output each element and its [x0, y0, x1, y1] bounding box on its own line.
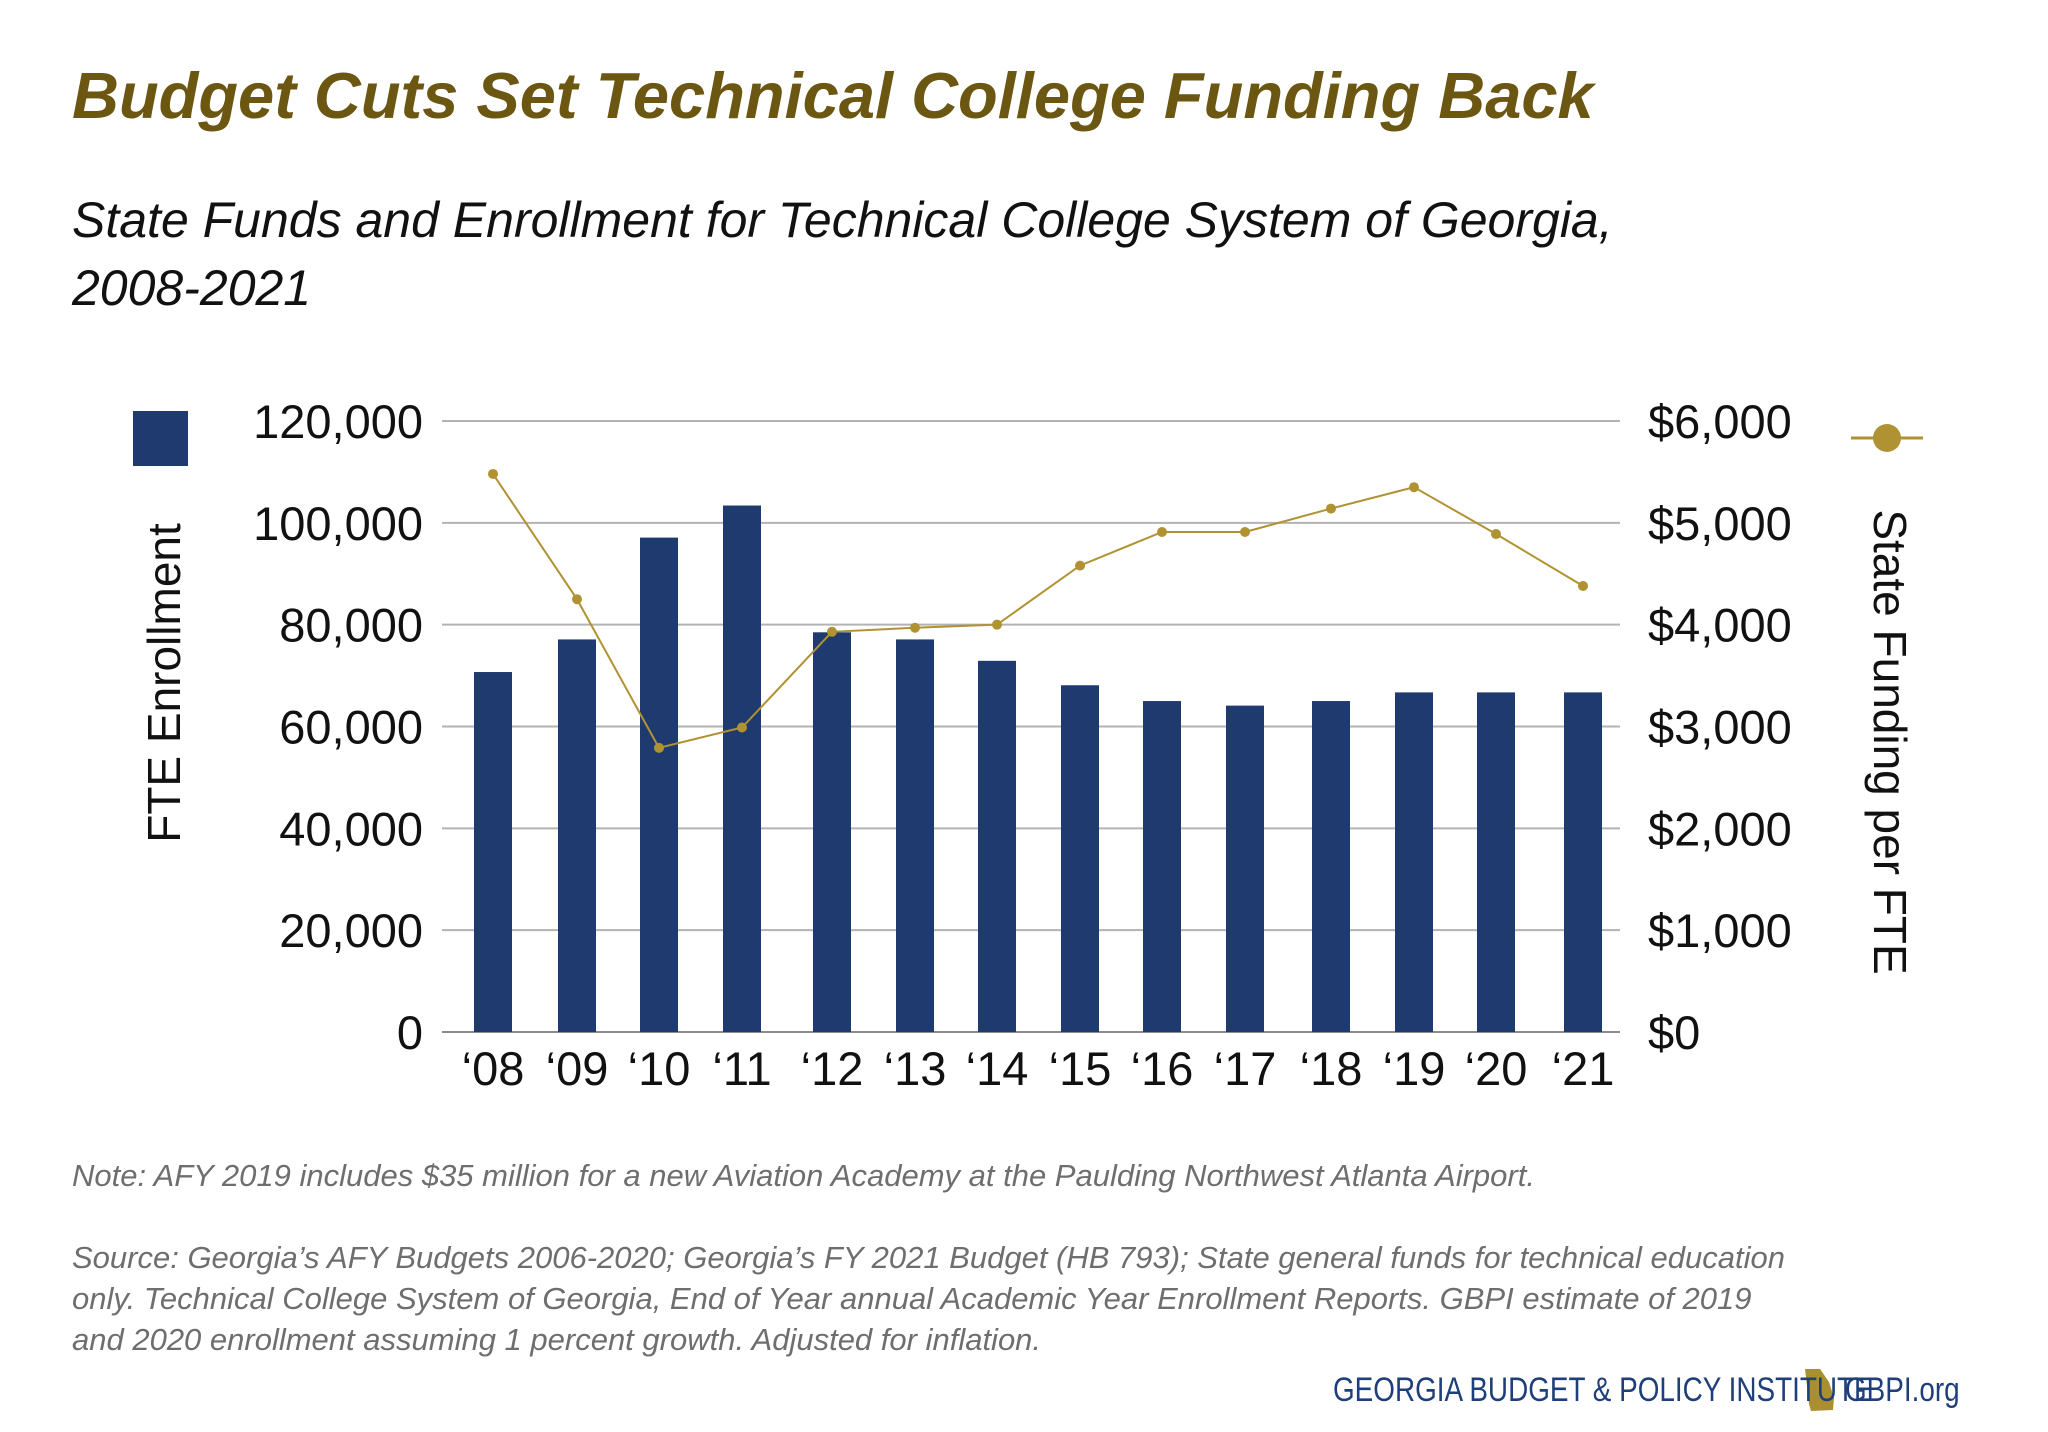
bar-enrollment: [1312, 701, 1350, 1032]
funding-point: [1409, 482, 1419, 493]
y-right-tick-label: $5,000: [1648, 497, 1792, 550]
x-tick-label: ‘10: [628, 1042, 691, 1095]
logo-name: GEORGIA BUDGET & POLICY INSTITUTE: [1333, 1370, 1873, 1409]
x-tick-label: ‘18: [1300, 1042, 1363, 1095]
y-right-tick-label: $6,000: [1648, 395, 1792, 448]
bar-enrollment: [558, 639, 596, 1032]
bar-series: [474, 505, 1602, 1032]
logo-url: GBPI.org: [1845, 1370, 1960, 1409]
y-left-tick-label: 100,000: [253, 497, 423, 550]
source-line: and 2020 enrollment assuming 1 percent g…: [72, 1322, 1042, 1357]
legend-bar-swatch: [133, 411, 188, 466]
funding-point: [992, 619, 1002, 630]
funding-point: [1240, 526, 1250, 537]
funding-point: [1578, 580, 1588, 591]
bar-enrollment: [640, 537, 678, 1032]
y-left-tick-label: 20,000: [279, 904, 423, 957]
y-axis-left-title: FTE Enrollment: [138, 523, 190, 843]
y-right-tick-label: $2,000: [1648, 802, 1792, 855]
y-left-tick-label: 80,000: [279, 599, 423, 652]
funding-point: [827, 626, 837, 637]
x-tick-label: ‘17: [1214, 1042, 1277, 1095]
y-right-tick-label: $4,000: [1648, 599, 1792, 652]
y-right-tick-label: $0: [1648, 1006, 1700, 1059]
bar-enrollment: [1477, 692, 1515, 1032]
funding-point: [737, 722, 747, 733]
bar-enrollment: [978, 660, 1016, 1032]
y-left-tick-label: 0: [397, 1006, 423, 1059]
funding-point: [1326, 503, 1336, 514]
tick-labels: 0 $0 20,000 $1,000 40,000 $2,000 60,000 $3,000 8…: [253, 395, 1792, 1095]
bar-enrollment: [1226, 705, 1264, 1032]
gbpi-logo: GEORGIA BUDGET & POLICY INSTITUTE GBPI.o…: [1333, 1368, 1985, 1412]
legend-line-swatch: [1851, 424, 1923, 452]
y-left-tick-label: 120,000: [253, 395, 423, 448]
funding-point: [654, 742, 664, 753]
y-left-tick-label: 40,000: [279, 802, 423, 855]
x-tick-label: ‘09: [546, 1042, 609, 1095]
funding-point: [1157, 526, 1167, 537]
x-tick-label: ‘11: [712, 1042, 771, 1095]
georgia-state-icon: [1805, 1369, 1834, 1411]
chart-title: Budget Cuts Set Technical College Fundin…: [72, 59, 1594, 132]
subtitle-line: State Funds and Enrollment for Technical…: [72, 192, 1613, 248]
y-axis-right-title: State Funding per FTE: [1864, 509, 1916, 974]
funding-point: [910, 622, 920, 633]
y-right-tick-label: $3,000: [1648, 701, 1792, 754]
x-tick-label: ‘13: [884, 1042, 947, 1095]
bar-enrollment: [1061, 685, 1099, 1032]
chart-note: Note: AFY 2019 includes $35 million for …: [72, 1158, 1535, 1193]
x-tick-label: ‘15: [1049, 1042, 1112, 1095]
line-series: [488, 468, 1588, 753]
bar-enrollment: [474, 672, 512, 1032]
gridlines: [442, 420, 1620, 1033]
bar-enrollment: [723, 505, 761, 1032]
bar-enrollment: [1395, 692, 1433, 1032]
subtitle-line: 2008-2021: [72, 260, 312, 316]
bar-enrollment: [1143, 701, 1181, 1032]
x-tick-label: ‘19: [1383, 1042, 1446, 1095]
source-line: Source: Georgia’s AFY Budgets 2006-2020;…: [72, 1240, 1785, 1275]
x-tick-label: ‘20: [1465, 1042, 1528, 1095]
x-tick-label: ‘21: [1552, 1042, 1615, 1095]
chart-subtitle: State Funds and Enrollment for Technical…: [72, 186, 1613, 322]
y-left-tick-label: 60,000: [279, 701, 423, 754]
x-tick-label: ‘08: [462, 1042, 525, 1095]
bar-enrollment: [896, 639, 934, 1032]
x-tick-label: ‘14: [966, 1042, 1029, 1095]
source-line: only. Technical College System of Georgi…: [72, 1281, 1752, 1316]
y-right-tick-label: $1,000: [1648, 904, 1792, 957]
funding-line: [492, 473, 1584, 750]
funding-point: [1075, 560, 1085, 571]
funding-point: [488, 468, 498, 479]
funding-point: [572, 594, 582, 605]
x-tick-label: ‘12: [801, 1042, 864, 1095]
funding-point: [1491, 529, 1501, 540]
bar-enrollment: [813, 632, 851, 1032]
x-tick-label: ‘16: [1131, 1042, 1194, 1095]
bar-enrollment: [1564, 692, 1602, 1032]
